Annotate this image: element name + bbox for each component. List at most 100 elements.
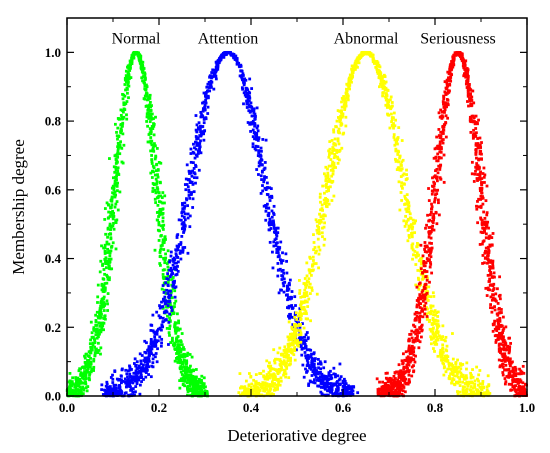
- data-point: [117, 143, 121, 147]
- data-point: [157, 314, 161, 318]
- data-point: [268, 228, 271, 232]
- data-point: [263, 375, 267, 379]
- data-point: [249, 104, 252, 108]
- data-point: [427, 311, 431, 315]
- data-point: [177, 319, 180, 323]
- data-point: [153, 157, 157, 161]
- data-point: [330, 385, 333, 389]
- data-point: [407, 224, 411, 228]
- data-point: [432, 156, 436, 160]
- data-point: [214, 77, 218, 81]
- data-point: [116, 155, 120, 159]
- data-point: [247, 372, 251, 375]
- data-point: [333, 382, 337, 386]
- data-point: [512, 386, 516, 390]
- data-point: [205, 95, 209, 99]
- data-point: [344, 104, 348, 108]
- data-point: [327, 149, 331, 153]
- data-point: [431, 304, 435, 308]
- data-point: [439, 108, 443, 112]
- data-point: [143, 74, 147, 78]
- data-point: [272, 211, 275, 215]
- data-point: [413, 325, 417, 329]
- data-point: [431, 336, 435, 340]
- data-point: [321, 381, 324, 385]
- data-point: [145, 358, 149, 362]
- data-point: [182, 215, 186, 219]
- data-point: [190, 191, 193, 194]
- data-point: [151, 190, 155, 193]
- data-point: [128, 69, 132, 72]
- data-point: [122, 103, 126, 107]
- data-point: [437, 111, 441, 115]
- data-point: [141, 366, 145, 370]
- data-point: [181, 246, 185, 250]
- data-point: [267, 392, 271, 396]
- data-point: [288, 314, 292, 318]
- data-point: [399, 168, 403, 172]
- data-point: [268, 387, 272, 391]
- data-point: [282, 277, 286, 281]
- data-point: [119, 391, 123, 394]
- data-point: [414, 254, 418, 257]
- data-point: [376, 393, 380, 397]
- data-point: [432, 347, 435, 350]
- data-point: [308, 366, 311, 369]
- data-point: [402, 219, 406, 223]
- data-point: [286, 298, 289, 302]
- data-point: [266, 206, 270, 210]
- data-point: [114, 383, 118, 387]
- data-point: [105, 201, 109, 205]
- data-point: [470, 99, 474, 102]
- data-point: [108, 276, 111, 280]
- data-point: [92, 357, 96, 361]
- data-point: [201, 391, 205, 395]
- data-point: [331, 172, 335, 176]
- data-point: [317, 252, 321, 256]
- data-point: [178, 379, 182, 383]
- data-point: [441, 350, 445, 354]
- data-point: [413, 250, 417, 253]
- data-point: [244, 78, 248, 82]
- data-point: [109, 198, 113, 202]
- data-point: [329, 158, 333, 161]
- data-point: [428, 258, 431, 262]
- data-point: [148, 131, 152, 135]
- data-point: [430, 337, 433, 341]
- data-point: [287, 353, 290, 357]
- data-point: [286, 359, 290, 363]
- data-point: [89, 338, 92, 342]
- data-point: [343, 384, 347, 388]
- data-point: [483, 261, 486, 265]
- data-point: [102, 295, 106, 299]
- data-point: [245, 92, 249, 96]
- data-point: [430, 327, 434, 331]
- data-point: [110, 392, 114, 396]
- data-point: [429, 312, 432, 316]
- data-point: [181, 248, 185, 252]
- data-point: [183, 376, 187, 380]
- data-point: [261, 386, 264, 390]
- data-point: [108, 222, 112, 226]
- data-point: [447, 362, 451, 365]
- data-point: [77, 382, 81, 386]
- data-point: [312, 362, 316, 366]
- data-point: [290, 327, 294, 331]
- data-point: [222, 53, 226, 56]
- data-point: [312, 364, 316, 368]
- data-point: [104, 256, 108, 260]
- data-point: [178, 354, 181, 358]
- data-point: [191, 150, 195, 154]
- data-point: [150, 117, 154, 121]
- data-point: [332, 164, 336, 168]
- data-point: [113, 195, 117, 199]
- data-point: [265, 186, 269, 190]
- data-point: [411, 242, 415, 246]
- data-point: [439, 177, 443, 181]
- data-point: [170, 269, 173, 273]
- data-point: [199, 124, 202, 128]
- data-point: [316, 384, 320, 388]
- data-point: [258, 388, 262, 392]
- data-point: [409, 225, 413, 229]
- data-point: [140, 380, 143, 383]
